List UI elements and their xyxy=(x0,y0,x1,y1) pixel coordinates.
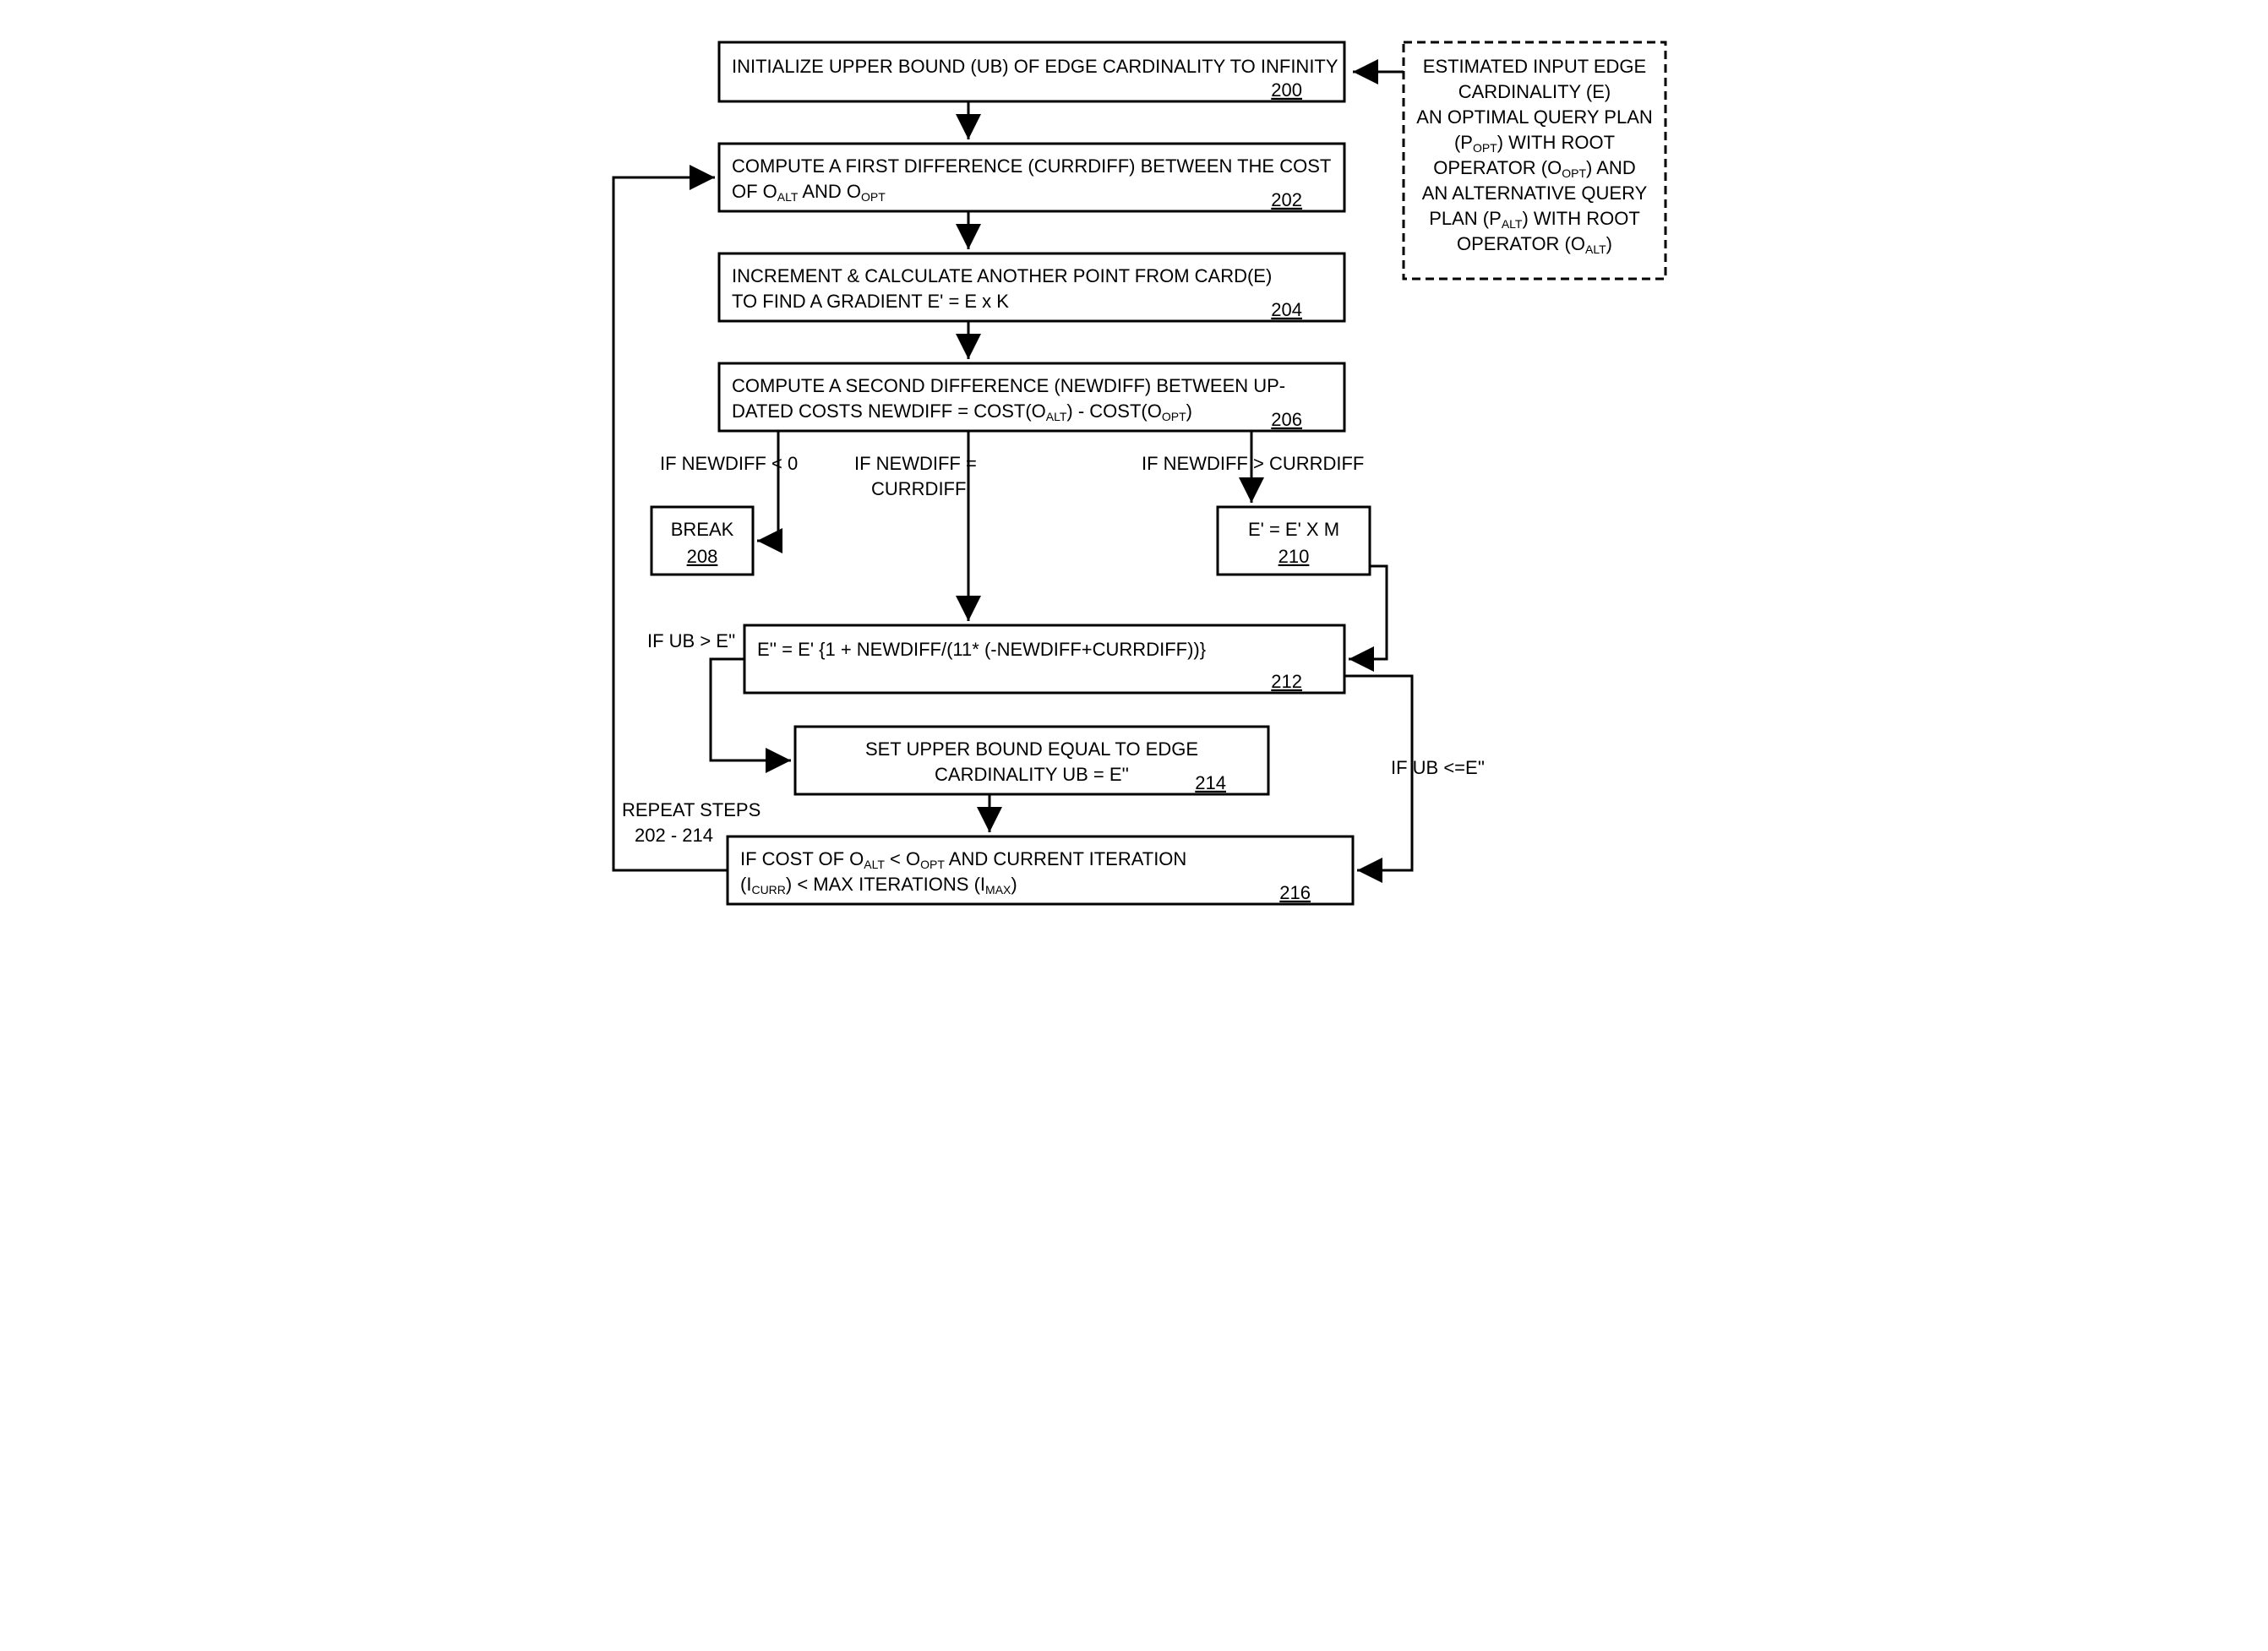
arrow-210-to-212 xyxy=(1349,566,1387,659)
node-212-text: E'' = E' {1 + NEWDIFF/(11* (-NEWDIFF+CUR… xyxy=(757,639,1206,660)
input-line-5: AN ALTERNATIVE QUERY xyxy=(1422,183,1648,204)
node-214-line-1: CARDINALITY UB = E'' xyxy=(935,764,1129,785)
label-repeat-1: REPEAT STEPS xyxy=(622,799,761,820)
node-202-ref: 202 xyxy=(1271,189,1302,210)
flowchart: INITIALIZE UPPER BOUND (UB) OF EDGE CARD… xyxy=(567,17,1701,929)
node-210-ref: 210 xyxy=(1278,546,1310,567)
label-newdiff-eq-1: IF NEWDIFF = xyxy=(854,453,977,474)
node-200-text: INITIALIZE UPPER BOUND (UB) OF EDGE CARD… xyxy=(732,56,1338,77)
node-208-ref: 208 xyxy=(687,546,718,567)
input-line-6: PLAN (PALT) WITH ROOT xyxy=(1429,208,1640,231)
node-214-line-0: SET UPPER BOUND EQUAL TO EDGE xyxy=(865,738,1198,760)
input-line-2: AN OPTIMAL QUERY PLAN xyxy=(1416,106,1653,128)
node-202-line-0: COMPUTE A FIRST DIFFERENCE (CURRDIFF) BE… xyxy=(732,155,1331,177)
label-ub-gt: IF UB > E'' xyxy=(647,630,735,651)
node-206-line-0: COMPUTE A SECOND DIFFERENCE (NEWDIFF) BE… xyxy=(732,375,1285,396)
input-line-0: ESTIMATED INPUT EDGE xyxy=(1423,56,1646,77)
node-204-ref: 204 xyxy=(1271,299,1302,320)
arrow-206-to-208 xyxy=(757,431,778,541)
label-newdiff-eq-2: CURRDIFF xyxy=(871,478,966,499)
label-repeat-2: 202 - 214 xyxy=(635,825,713,846)
node-200-ref: 200 xyxy=(1271,79,1302,101)
node-206-ref: 206 xyxy=(1271,409,1302,430)
node-216-line-0: IF COST OF OALT < OOPT AND CURRENT ITERA… xyxy=(740,848,1186,871)
node-212-ref: 212 xyxy=(1271,671,1302,692)
input-line-4: OPERATOR (OOPT) AND xyxy=(1433,157,1635,180)
node-206-line-1: DATED COSTS NEWDIFF = COST(OALT) - COST(… xyxy=(732,400,1192,423)
label-newdiff-gt: IF NEWDIFF > CURRDIFF xyxy=(1142,453,1364,474)
node-204-line-0: INCREMENT & CALCULATE ANOTHER POINT FROM… xyxy=(732,265,1272,286)
node-210-text: E' = E' X M xyxy=(1248,519,1339,540)
input-line-1: CARDINALITY (E) xyxy=(1458,81,1611,102)
node-214-ref: 214 xyxy=(1195,772,1226,793)
label-ub-le: IF UB <=E'' xyxy=(1391,757,1485,778)
node-204-line-1: TO FIND A GRADIENT E' = E x K xyxy=(732,291,1009,312)
node-216-ref: 216 xyxy=(1279,882,1311,903)
label-newdiff-lt0: IF NEWDIFF < 0 xyxy=(660,453,798,474)
node-208-text: BREAK xyxy=(671,519,734,540)
